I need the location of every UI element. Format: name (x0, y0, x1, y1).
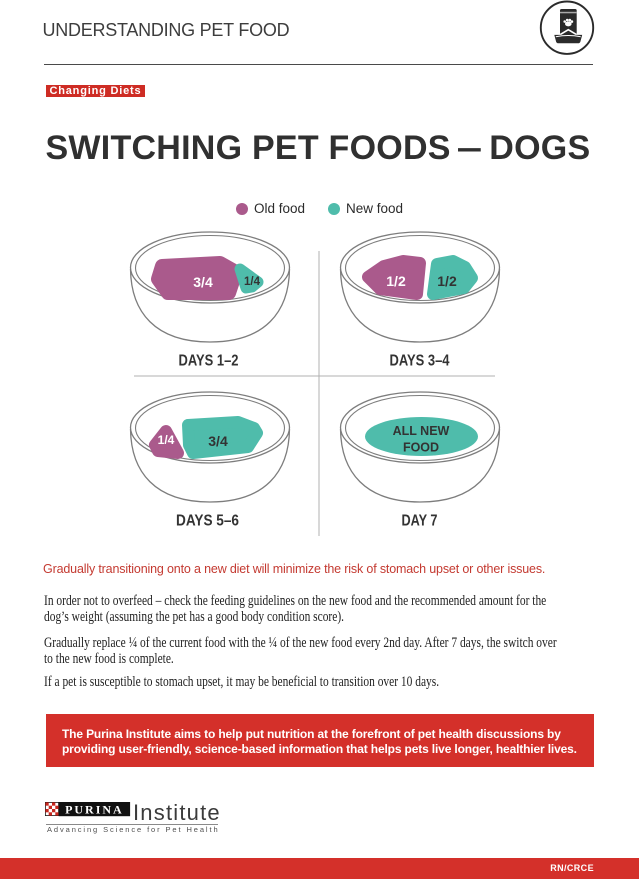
svg-text:FOOD: FOOD (403, 441, 439, 455)
svg-text:1/2: 1/2 (386, 273, 406, 289)
svg-text:DAYS 3–4: DAYS 3–4 (390, 353, 450, 370)
svg-text:1/4: 1/4 (244, 276, 261, 288)
svg-text:DAYS 5–6: DAYS 5–6 (176, 513, 239, 530)
svg-text:1/2: 1/2 (437, 273, 457, 289)
svg-text:3/4: 3/4 (208, 433, 228, 449)
svg-text:ALL NEW: ALL NEW (393, 424, 450, 438)
svg-text:DAY 7: DAY 7 (402, 513, 438, 530)
svg-text:1/4: 1/4 (158, 433, 175, 447)
svg-text:PURINA: PURINA (65, 803, 124, 817)
svg-text:3/4: 3/4 (193, 274, 213, 290)
svg-text:DAYS 1–2: DAYS 1–2 (179, 353, 239, 370)
